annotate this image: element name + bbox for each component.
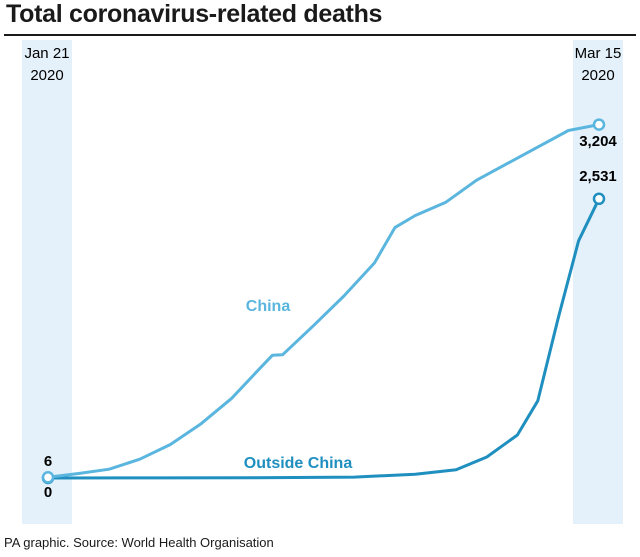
china-end-value-label: 3,204 [579,133,617,150]
china-series-line [46,123,601,479]
start-year-label: 2020 [30,67,63,84]
china-start-point [41,471,55,484]
china-series-label: China [246,298,291,315]
end-year-label: 2020 [581,67,614,84]
outside-china-series-line [46,197,601,480]
china-start-value-label: 6 [44,453,52,470]
chart-title: Total coronavirus-related deaths [6,0,383,28]
outside-china-start-value-label: 0 [44,484,52,501]
title-underline [4,34,636,36]
outside-china-end-value-label: 2,531 [579,168,617,185]
end-date-band [573,40,623,524]
china-end-point [592,118,606,131]
outside-china-end-point [592,192,606,206]
outside-china-series-label: Outside China [244,455,353,472]
start-date-band [22,40,72,524]
end-date-label: Mar 15 [575,45,622,62]
source-footnote: PA graphic. Source: World Health Organis… [4,535,274,550]
start-date-label: Jan 21 [24,45,69,62]
